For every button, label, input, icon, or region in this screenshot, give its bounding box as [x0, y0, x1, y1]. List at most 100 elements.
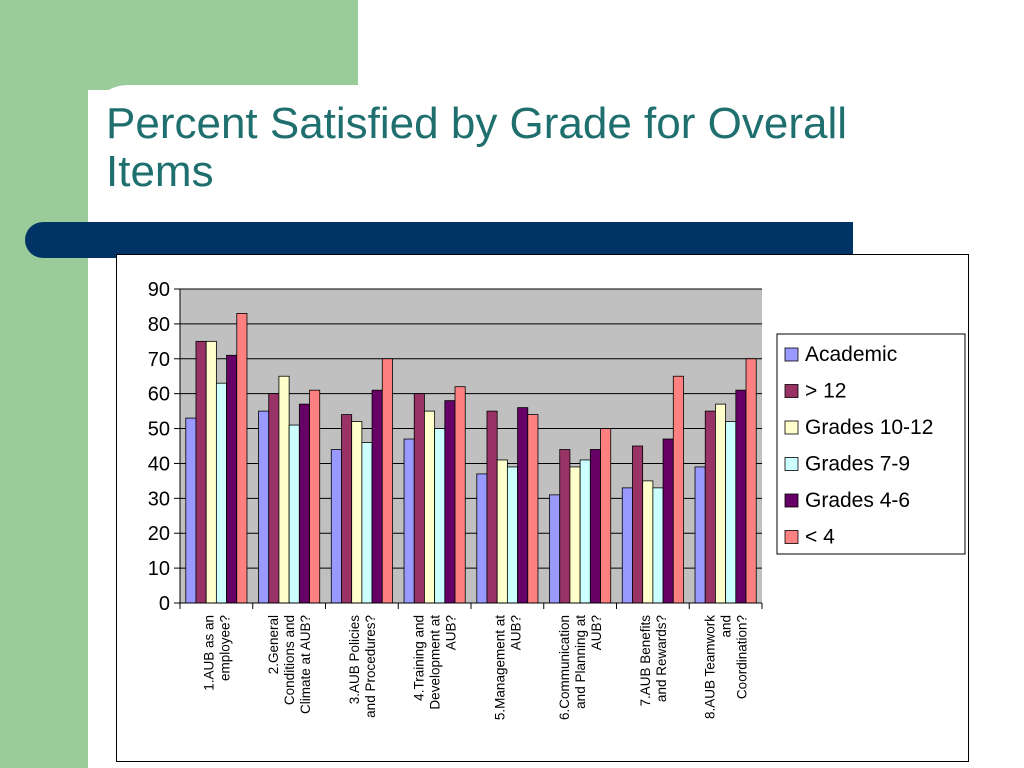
- x-category-label: 8.AUB TeamworkandCoordination?: [703, 615, 750, 719]
- bar: [725, 421, 737, 604]
- bar-chart: 0 10 20 30 40 50 60 70 80 90 1.AUB as anemployee? 2…: [148, 279, 966, 720]
- bar: [745, 358, 757, 604]
- x-category-label-line: AUB?: [589, 615, 604, 650]
- x-category-label-line: 1.AUB as an: [201, 615, 216, 691]
- bar: [672, 375, 684, 604]
- bar: [486, 410, 498, 604]
- y-tick-label: 10: [148, 558, 170, 580]
- x-category-label-line: Coordination?: [735, 615, 750, 699]
- y-tick-label: 80: [148, 314, 170, 336]
- legend-swatch: [784, 347, 799, 362]
- bar: [704, 410, 716, 604]
- y-tick-label: 90: [148, 279, 170, 301]
- bar: [579, 459, 591, 604]
- bar: [506, 466, 518, 604]
- legend-label: Grades 10-12: [805, 416, 933, 439]
- bar: [226, 354, 238, 604]
- legend-label: > 12: [805, 380, 846, 403]
- bar: [351, 421, 363, 604]
- bar: [236, 313, 248, 604]
- x-category-label-line: employee?: [217, 615, 232, 681]
- x-category-label-line: and Planning at: [573, 615, 588, 709]
- bar: [652, 487, 664, 604]
- x-category-label-line: 8.AUB Teamwork: [703, 615, 718, 719]
- legend-swatch: [784, 420, 799, 435]
- bar: [215, 382, 227, 604]
- x-category-label-line: 7.AUB Benefits: [638, 615, 653, 707]
- legend-swatch: [784, 493, 799, 508]
- bar: [621, 487, 633, 604]
- legend-label: Academic: [805, 343, 897, 366]
- y-tick-label: 0: [159, 593, 170, 615]
- x-category-label: 5.Management atAUB?: [492, 615, 523, 720]
- slide-title: Percent Satisfied by Grade for Overall I…: [106, 100, 986, 196]
- bar: [205, 340, 217, 604]
- bar: [735, 389, 747, 604]
- bar: [569, 466, 581, 604]
- x-category-label-line: and Rewards?: [654, 615, 669, 702]
- y-tick-label: 20: [148, 523, 170, 545]
- bar: [589, 449, 601, 604]
- slide-title-line-1: Percent Satisfied by Grade for Overall: [106, 99, 847, 148]
- x-category-label: 7.AUB Benefitsand Rewards?: [638, 615, 669, 707]
- legend-label: Grades 7-9: [805, 453, 910, 476]
- y-tick-label: 40: [148, 453, 170, 475]
- y-tick-label: 70: [148, 349, 170, 371]
- bar: [559, 449, 571, 604]
- x-category-label-line: Development at: [428, 615, 443, 710]
- bar: [662, 438, 674, 604]
- legend-swatch: [784, 384, 799, 398]
- bar: [444, 400, 456, 604]
- bar: [496, 459, 508, 604]
- bar: [413, 393, 425, 604]
- bar: [278, 375, 290, 604]
- x-category-label: 2.GeneralConditions andClimate at AUB?: [266, 615, 313, 714]
- y-tick-label: 60: [148, 384, 170, 406]
- bar: [381, 358, 393, 604]
- x-category-label-line: and Procedures?: [363, 615, 378, 718]
- x-category-label: 4.Training andDevelopment atAUB?: [412, 615, 459, 710]
- bar: [371, 389, 383, 604]
- x-category-label-line: AUB?: [508, 615, 523, 650]
- bar: [632, 445, 644, 604]
- decorative-navy-bar: [25, 222, 853, 258]
- x-category-label-line: 6.Communication: [557, 615, 572, 720]
- x-category-label-line: Conditions and: [282, 615, 297, 705]
- bar: [298, 403, 310, 604]
- bar: [715, 403, 727, 604]
- bar: [330, 449, 342, 604]
- bar: [361, 442, 373, 604]
- legend-swatch: [784, 530, 799, 544]
- bar: [341, 414, 353, 604]
- y-tick-label: 50: [148, 419, 170, 441]
- decorative-green-sidebar: [0, 0, 88, 768]
- bar: [642, 480, 654, 604]
- x-category-label: 6.Communicationand Planning atAUB?: [557, 615, 604, 720]
- bar: [288, 424, 300, 604]
- legend-label: < 4: [805, 526, 835, 549]
- bar: [694, 466, 706, 604]
- bar: [454, 386, 466, 604]
- x-category-label: 1.AUB as anemployee?: [201, 615, 232, 691]
- legend-label: Grades 4-6: [805, 489, 910, 512]
- bar: [527, 414, 539, 604]
- bar: [309, 389, 321, 604]
- bar: [549, 494, 561, 604]
- x-category-label-line: Climate at AUB?: [298, 615, 313, 714]
- bar: [476, 473, 488, 604]
- y-tick-label: 30: [148, 488, 170, 510]
- x-category-label-line: and: [719, 615, 734, 638]
- bar: [434, 428, 446, 604]
- x-category-label-line: 4.Training and: [412, 615, 427, 701]
- bar: [185, 417, 197, 604]
- chart-frame: 0 10 20 30 40 50 60 70 80 90 1.AUB as anemployee? 2…: [116, 254, 969, 762]
- slide-title-line-2: Items: [106, 147, 214, 196]
- legend-swatch: [784, 457, 799, 471]
- x-category-label: 3.AUB Policiesand Procedures?: [347, 615, 378, 718]
- bar: [424, 410, 436, 604]
- x-category-label-line: 3.AUB Policies: [347, 615, 362, 705]
- bar: [517, 407, 529, 604]
- bar: [258, 410, 270, 604]
- bar: [403, 438, 415, 604]
- bar: [600, 428, 612, 604]
